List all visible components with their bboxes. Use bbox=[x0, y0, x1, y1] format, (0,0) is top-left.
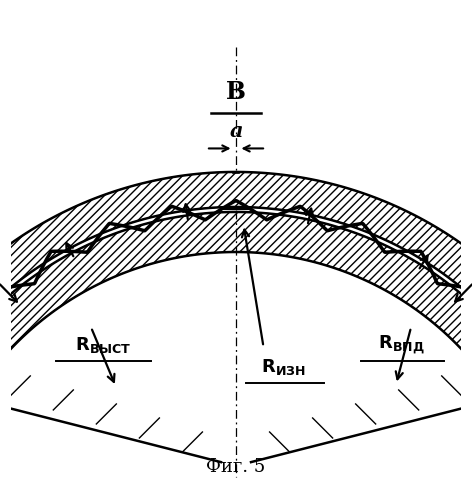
Text: $\mathbf{R}_{\mathbf{ИЗН}}$: $\mathbf{R}_{\mathbf{ИЗН}}$ bbox=[261, 357, 306, 377]
Text: Фиг. 5: Фиг. 5 bbox=[206, 458, 266, 476]
Text: a: a bbox=[229, 121, 243, 141]
Polygon shape bbox=[0, 212, 472, 384]
Text: $\mathbf{R}_{\mathbf{ВПД}}$: $\mathbf{R}_{\mathbf{ВПД}}$ bbox=[378, 333, 424, 356]
Text: $\mathbf{R}_{\mathbf{ВЫСТ}}$: $\mathbf{R}_{\mathbf{ВЫСТ}}$ bbox=[75, 334, 132, 355]
Polygon shape bbox=[0, 172, 472, 298]
Text: B: B bbox=[226, 80, 246, 104]
